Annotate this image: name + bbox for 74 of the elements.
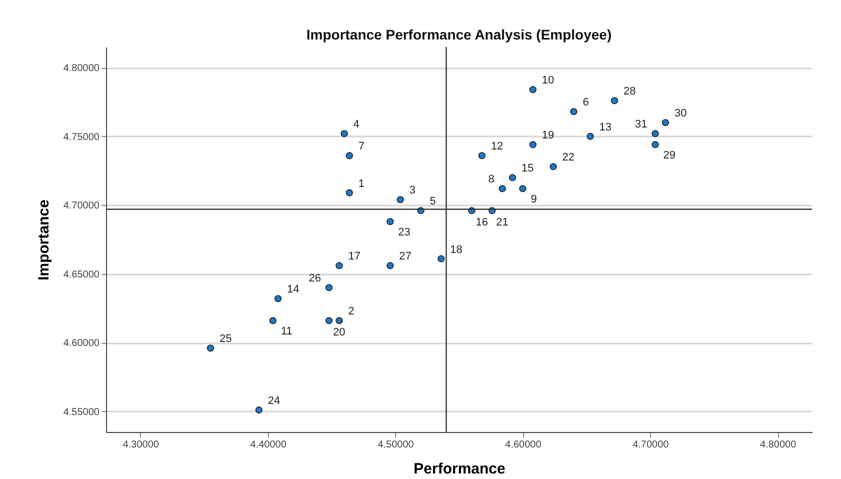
point [325, 317, 333, 324]
annotation: 13 [599, 121, 612, 134]
point [519, 185, 526, 192]
point [325, 284, 333, 292]
x-axis-title: Performance [414, 460, 506, 478]
annotation: 26 [308, 272, 322, 285]
point [498, 185, 506, 192]
annotation: 18 [450, 244, 462, 256]
annotation: 15 [522, 162, 534, 175]
point [438, 255, 445, 262]
y-axis-title: Importance [35, 200, 52, 280]
annotation: 25 [220, 333, 232, 346]
annotation: 23 [398, 226, 410, 239]
annotation: 7 [358, 140, 365, 153]
point [529, 86, 536, 94]
x-tick-label: 4.40000 [250, 440, 287, 450]
x-tick-label: 4.60000 [505, 440, 542, 450]
annotation: 3 [409, 184, 416, 197]
point [652, 130, 659, 138]
point [652, 141, 659, 148]
y-tick-label: 4.75000 [63, 132, 100, 143]
annotation: 5 [430, 196, 436, 208]
annotation: 12 [490, 140, 504, 153]
point [570, 108, 578, 116]
annotation: 20 [333, 326, 346, 339]
x-tick-label: 4.50000 [378, 440, 414, 450]
point [274, 295, 282, 302]
point [346, 189, 353, 196]
x-tick-label: 4.30000 [122, 440, 160, 450]
y-tick-label: 4.65000 [63, 269, 100, 280]
point [346, 152, 353, 160]
point [610, 97, 618, 104]
annotation: 8 [488, 174, 494, 186]
point [529, 141, 536, 148]
y-tick-label: 4.80000 [63, 63, 100, 74]
annotation: 19 [542, 130, 554, 142]
point [550, 163, 557, 170]
point [336, 262, 343, 270]
annotation: 17 [348, 250, 360, 263]
annotation: 28 [623, 86, 636, 98]
annotation: 24 [268, 395, 280, 407]
y-tick-label: 4.55000 [63, 406, 100, 418]
annotation: 1 [358, 178, 365, 190]
annotation: 22 [562, 152, 575, 164]
point [255, 406, 262, 414]
annotation: 4 [353, 118, 360, 131]
point [508, 174, 516, 182]
annotation: 30 [674, 108, 687, 120]
point [269, 317, 277, 324]
x-tick-label: 4.80000 [760, 440, 797, 450]
annotation: 21 [496, 216, 508, 229]
annotation: 29 [663, 150, 676, 162]
point [336, 317, 343, 324]
annotation: 11 [280, 326, 292, 338]
y-tick-label: 4.70000 [63, 200, 100, 212]
point [396, 196, 404, 204]
point [206, 344, 214, 352]
point [586, 132, 594, 140]
annotation: 31 [635, 118, 648, 131]
chart-title: Importance Performance Analysis (Employee) [306, 26, 612, 42]
annotation: 6 [582, 96, 589, 109]
x-tick-label: 4.70000 [632, 440, 670, 450]
annotation: 9 [530, 194, 537, 206]
annotation: 10 [542, 74, 554, 87]
point [386, 262, 394, 270]
annotation: 14 [287, 284, 300, 296]
point [386, 218, 394, 226]
annotation: 16 [476, 216, 488, 229]
point [478, 152, 486, 160]
annotation: 2 [348, 306, 354, 318]
point [662, 119, 670, 126]
annotation: 27 [399, 250, 412, 263]
y-tick-label: 4.60000 [63, 338, 100, 350]
point [340, 130, 348, 138]
